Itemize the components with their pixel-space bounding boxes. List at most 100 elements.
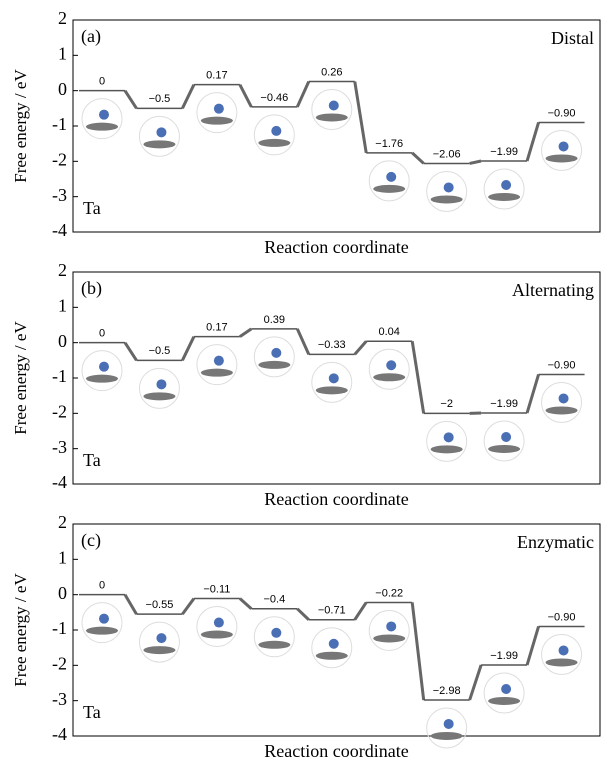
x-axis-label: Reaction coordinate	[264, 237, 408, 257]
structure-substrate	[315, 113, 348, 122]
y-tick-label: -2	[52, 149, 67, 169]
connector	[238, 83, 253, 108]
y-tick-label: -3	[52, 437, 67, 457]
y-tick-label: 2	[58, 260, 67, 280]
structure-frame	[253, 336, 295, 378]
value-label: −0.90	[548, 611, 576, 623]
x-axis-label: Reaction coordinate	[264, 489, 408, 509]
y-tick-label: 0	[58, 331, 67, 351]
value-label: −2.06	[433, 148, 461, 160]
structure-atom	[558, 393, 569, 404]
value-label: 0.17	[206, 70, 227, 82]
structure-frame	[483, 672, 525, 714]
structure-atom	[386, 360, 397, 371]
structure-atom	[99, 361, 109, 372]
structure-frame	[311, 361, 353, 403]
panel-title: Alternating	[512, 280, 594, 300]
connector	[525, 122, 540, 162]
y-tick-label: -2	[52, 401, 67, 421]
value-label: −0.90	[548, 359, 576, 371]
y-tick-label: 1	[58, 547, 67, 567]
structure-atom	[328, 373, 339, 384]
structure-atom	[213, 355, 224, 366]
value-label: −0.71	[318, 605, 346, 617]
connector	[123, 89, 138, 110]
structure-atom	[386, 621, 397, 632]
panel-title: Enzymatic	[517, 532, 594, 552]
structure-substrate	[200, 630, 233, 639]
connector	[353, 601, 368, 621]
structure-substrate	[143, 646, 176, 655]
value-label: −0.4	[263, 594, 285, 606]
structure-frame	[541, 633, 583, 675]
value-label: 0.26	[321, 66, 342, 78]
structure-atom	[271, 347, 282, 358]
y-tick-label: 0	[58, 583, 67, 603]
structure-substrate	[488, 192, 521, 201]
structure-atom	[156, 127, 167, 138]
structure-frame	[426, 420, 468, 462]
structure-substrate	[373, 634, 406, 643]
structure-substrate	[430, 195, 463, 204]
structure-frame	[253, 616, 295, 658]
structure-frame	[138, 367, 180, 409]
x-axis-label: Reaction coordinate	[264, 741, 408, 761]
structure-frame	[368, 348, 410, 390]
y-tick-label: -4	[52, 472, 67, 492]
connector	[469, 159, 482, 165]
structure-substrate	[373, 373, 406, 382]
panel-label: (c)	[81, 530, 101, 551]
y-tick-label: 1	[58, 43, 67, 63]
structure-frame	[541, 381, 583, 423]
y-axis-label: Free energy / eV	[11, 321, 30, 435]
panel-title: Distal	[551, 28, 594, 48]
structure-substrate	[258, 640, 291, 649]
y-tick-label: -4	[52, 724, 67, 744]
connector	[411, 151, 425, 165]
structure-frame	[196, 92, 238, 134]
y-tick-label: 1	[58, 295, 67, 315]
value-label: −0.90	[548, 107, 576, 119]
connector	[238, 597, 253, 610]
connector	[181, 84, 196, 109]
y-tick-label: -1	[52, 366, 67, 386]
structure-substrate	[373, 184, 406, 193]
value-label: −0.22	[375, 587, 403, 599]
y-tick-label: 2	[58, 8, 67, 28]
value-label: 0	[99, 76, 105, 88]
value-label: −0.46	[260, 92, 288, 104]
structure-frame	[483, 168, 525, 210]
structure-atom	[501, 179, 512, 190]
value-label: −1.99	[490, 650, 518, 662]
structure-frame	[138, 621, 180, 663]
connector	[410, 602, 426, 701]
connector	[295, 80, 311, 108]
connector	[123, 593, 138, 615]
structure-substrate	[200, 368, 233, 377]
structure-atom	[501, 431, 512, 442]
annotation: Ta	[83, 450, 101, 470]
connector	[239, 327, 253, 338]
structure-substrate	[315, 386, 348, 395]
structure-atom	[558, 645, 569, 656]
value-label: −0.55	[146, 599, 174, 611]
structure-atom	[156, 379, 167, 390]
y-axis-label: Free energy / eV	[11, 69, 30, 183]
connector	[525, 374, 540, 414]
structure-frame	[253, 114, 295, 156]
y-tick-label: -3	[52, 689, 67, 709]
annotation: Ta	[83, 702, 101, 722]
structure-atom	[501, 683, 512, 694]
structure-frame	[541, 129, 583, 171]
value-label: −0.5	[149, 93, 171, 105]
structure-atom	[99, 613, 109, 624]
structure-substrate	[86, 374, 118, 383]
structure-substrate	[143, 392, 176, 401]
structure-substrate	[545, 658, 578, 667]
structure-atom	[213, 103, 224, 114]
structure-atom	[271, 125, 282, 136]
connector	[468, 664, 483, 701]
value-label: 0.39	[264, 314, 285, 326]
y-tick-label: -2	[52, 653, 67, 673]
